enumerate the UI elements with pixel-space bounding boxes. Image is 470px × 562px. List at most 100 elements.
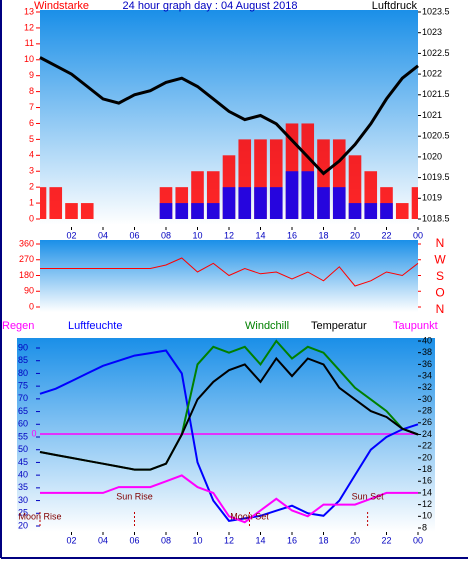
x-tick-label: 06: [129, 230, 139, 240]
wind-bar: [395, 203, 409, 219]
y-tick-label: 25: [18, 508, 28, 518]
y-tick-label: 45: [18, 457, 28, 467]
y-tick-label: 35: [18, 482, 28, 492]
x-tick-label: 14: [255, 535, 265, 545]
wind-bar: [49, 187, 63, 219]
wind-bar: [254, 187, 267, 219]
wind-bar: [206, 203, 220, 219]
x-tick-label: 08: [161, 535, 171, 545]
y2-tick-label: 26: [422, 417, 432, 427]
wind-bar: [80, 203, 94, 219]
y-tick-label: 3: [29, 166, 34, 176]
y-tick-label: 55: [18, 431, 28, 441]
weather-line: [39, 356, 419, 471]
y-tick-label: 4: [29, 150, 34, 160]
y-tick-label: 85: [18, 355, 28, 365]
y2-tick-label: 20: [422, 452, 432, 462]
y2-tick-label: 1023.5: [422, 6, 450, 16]
x-tick-label: 12: [224, 230, 234, 240]
y-tick-label: 75: [18, 381, 28, 391]
y2-tick-label: 1023: [422, 27, 442, 37]
legend-label: Regen: [2, 320, 34, 332]
y-tick-label: 360: [19, 238, 34, 248]
y2-tick-label: 40: [422, 335, 432, 345]
y-tick-label: 20: [18, 520, 28, 530]
y-tick-label: 1: [29, 197, 34, 207]
wind-bar: [238, 187, 252, 219]
y-tick-label: 11: [25, 38, 34, 48]
title: 24 hour graph day : 04 August 2018: [123, 0, 298, 12]
y2-label: Luftdruck: [372, 0, 418, 12]
y2-tick-label: 30: [422, 394, 432, 404]
y2-tick-label: 28: [422, 406, 432, 416]
y-tick-label: 2: [29, 182, 34, 192]
y-tick-label: 10: [24, 54, 34, 64]
compass-label: S: [436, 269, 444, 283]
event-label: Moon Rise: [18, 511, 61, 521]
compass-label: W: [434, 253, 446, 267]
wind-bar: [317, 187, 330, 219]
y-tick-label: 270: [19, 254, 34, 264]
event-label: Sun Set: [352, 491, 385, 501]
x-tick-label: 10: [192, 535, 202, 545]
x-tick-label: 02: [66, 535, 76, 545]
y-tick-label: 5: [29, 134, 34, 144]
y-tick-label: 13: [24, 6, 34, 16]
wind-bar: [175, 203, 189, 219]
wind-bar: [364, 203, 378, 219]
x-tick-label: 20: [350, 230, 360, 240]
wind-bar: [269, 187, 283, 219]
y-tick-label: 0: [29, 301, 34, 311]
y2-tick-label: 1019: [422, 193, 442, 203]
y-tick-label: 6: [29, 118, 34, 128]
wind-bar: [348, 203, 362, 219]
y2-tick-label: 1020: [422, 151, 442, 161]
wind-bar: [159, 203, 173, 219]
wind-bar: [332, 187, 346, 219]
legend-label: Taupunkt: [393, 320, 438, 332]
y2-tick-label: 34: [422, 370, 432, 380]
wind-bar: [411, 187, 418, 219]
x-tick-label: 14: [255, 230, 265, 240]
pressure-line: [39, 56, 419, 176]
x-tick-label: 16: [287, 535, 297, 545]
x-tick-label: 16: [287, 230, 297, 240]
y-tick-label: 8: [29, 86, 34, 96]
x-tick-label: 12: [224, 535, 234, 545]
y-tick-label: 60: [18, 419, 28, 429]
y2-tick-label: 22: [422, 441, 432, 451]
y-tick-label: 65: [18, 406, 28, 416]
y2-tick-label: 18: [422, 464, 432, 474]
wind-bar: [65, 203, 78, 219]
y-tick-label: 70: [18, 393, 28, 403]
compass-label: O: [435, 286, 444, 300]
y2-tick-label: 1022: [422, 68, 442, 78]
x-tick-label: 20: [350, 535, 360, 545]
x-tick-label: 02: [66, 230, 76, 240]
wind-bar: [301, 171, 315, 219]
event-label: Moon Set: [230, 511, 269, 521]
y-tick-label: 90: [18, 342, 28, 352]
x-tick-label: 22: [381, 230, 391, 240]
y2-tick-label: 1021: [422, 110, 442, 120]
y2-tick-label: 36: [422, 359, 432, 369]
x-tick-label: 08: [161, 230, 171, 240]
y-tick-label: 0: [29, 213, 34, 223]
y2-tick-label: 1020.5: [422, 131, 450, 141]
y-label: Windstarke: [34, 0, 89, 12]
y2-tick-label: 1021.5: [422, 89, 450, 99]
x-tick-label: 00: [413, 535, 423, 545]
y-tick-label: 90: [24, 286, 34, 296]
y2-tick-label: 12: [422, 499, 432, 509]
legend-label: Luftfeuchte: [68, 320, 122, 332]
x-tick-label: 06: [129, 535, 139, 545]
x-tick-label: 22: [381, 535, 391, 545]
panel-temperature: [17, 338, 435, 532]
compass-label: N: [436, 236, 445, 250]
wind-bar: [285, 171, 299, 219]
y-tick-label: 30: [18, 495, 28, 505]
wind-bar: [380, 203, 393, 219]
wind-bar: [40, 187, 47, 219]
y-tick-label: 7: [29, 102, 34, 112]
x-tick-label: 00: [413, 230, 423, 240]
